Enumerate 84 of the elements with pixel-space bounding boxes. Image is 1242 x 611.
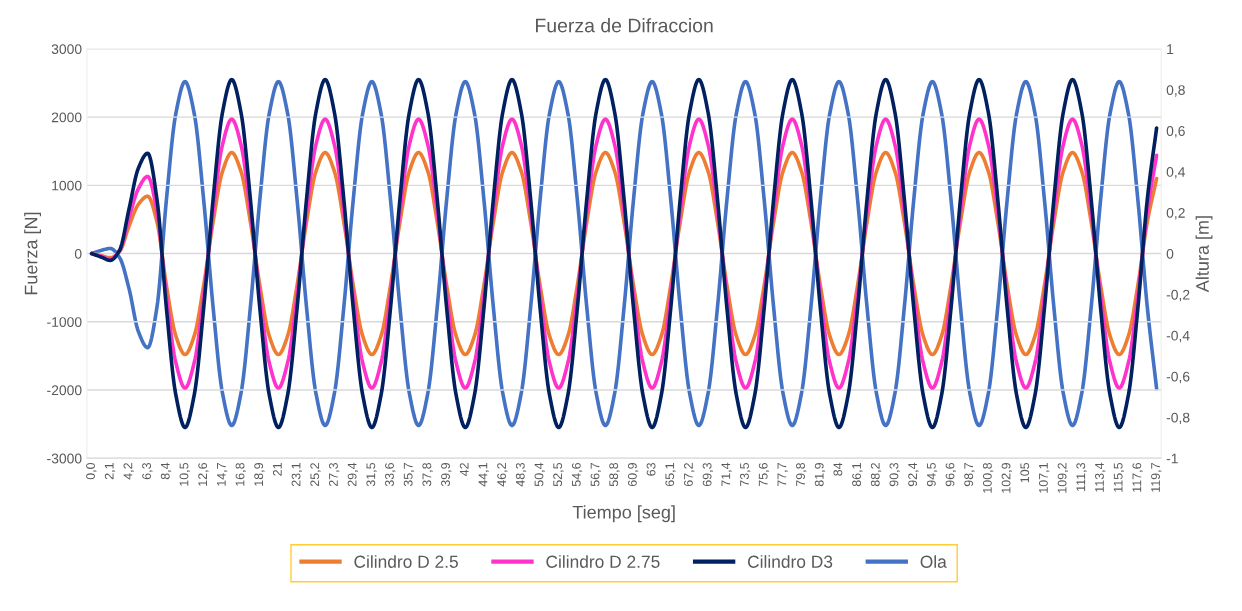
x-tick-label: 113,4 [1095, 462, 1106, 492]
x-tick-label: 90,3 [889, 462, 900, 487]
legend-label: Cilindro D 2.5 [354, 555, 458, 568]
x-tick-label: 44,1 [478, 463, 489, 487]
x-tick-label: 8,4 [160, 462, 172, 480]
x-tick-label: 67,2 [684, 463, 695, 487]
x-tick-label: 46,2 [497, 463, 508, 487]
x-tick-label: 105 [1020, 462, 1030, 483]
x-tick-label: 10,5 [179, 462, 190, 486]
legend-label: Cilindro D3 [747, 555, 833, 568]
chart-title: Fuerza de Difraccion [536, 18, 713, 33]
x-tick-label: 4,2 [123, 463, 134, 480]
y2-axis-title: Altura [m] [1195, 216, 1213, 293]
y2-tick-label: -1 [1166, 453, 1178, 464]
legend-label: Cilindro D 2.75 [546, 555, 660, 568]
x-tick-label: 109,2 [1057, 463, 1069, 493]
x-tick-label: 63 [646, 462, 656, 476]
x-tick-label: 86,1 [852, 463, 863, 487]
y-tick-label: 3000 [51, 44, 82, 55]
x-tick-label: 75,6 [758, 462, 770, 487]
y2-tick-label: -0,8 [1166, 412, 1190, 425]
y2-tick-label: -0,6 [1166, 371, 1190, 384]
legend-label: Ola [920, 555, 947, 568]
x-tick-label: 81,9 [814, 463, 826, 487]
x-tick-label: 107,1 [1039, 463, 1050, 493]
x-tick-label: 77,7 [777, 463, 788, 487]
y-tick-label: 2000 [51, 112, 82, 123]
x-tick-label: 2,1 [104, 463, 116, 480]
x-tick-label: 115,5 [1113, 462, 1125, 492]
x-tick-label: 18,9 [254, 463, 265, 486]
y2-tick-label: 0,6 [1166, 126, 1185, 138]
x-tick-label: 96,6 [945, 462, 956, 487]
x-tick-label: 56,7 [590, 463, 601, 487]
x-tick-label: 69,3 [702, 462, 714, 487]
x-tick-label: 48,3 [515, 462, 527, 487]
y-axis-title: Fuerza [N] [24, 212, 41, 295]
y2-tick-label: 0,8 [1166, 85, 1185, 97]
x-tick-label: 14,7 [217, 463, 228, 486]
x-tick-label: 52,5 [553, 462, 564, 487]
x-tick-label: 100,8 [982, 462, 994, 493]
x-axis-title: Tiempo [seg] [572, 505, 675, 523]
y-tick-label: -1000 [47, 317, 82, 327]
y2-tick-label: 0 [1166, 248, 1174, 259]
x-tick-label: 92,4 [908, 462, 919, 487]
x-tick-label: 73,5 [740, 462, 751, 487]
x-tick-label: 54,6 [571, 462, 583, 487]
x-tick-label: 27,3 [329, 462, 340, 487]
x-tick-label: 39,9 [441, 463, 452, 487]
x-tick-label: 6,3 [142, 462, 153, 480]
x-tick-label: 58,8 [609, 462, 620, 487]
x-tick-label: 35,7 [403, 463, 415, 487]
x-tick-label: 79,8 [796, 462, 807, 487]
x-tick-label: 33,6 [385, 462, 396, 487]
y2-tick-label: -0,2 [1166, 289, 1190, 302]
x-tick-label: 23,1 [291, 463, 302, 487]
x-tick-label: 88,2 [870, 463, 882, 487]
x-tick-label: 94,5 [926, 462, 938, 487]
x-tick-label: 29,4 [347, 462, 359, 487]
x-tick-label: 84 [833, 462, 843, 476]
x-tick-label: 117,6 [1132, 462, 1143, 492]
x-tick-label: 98,7 [964, 463, 975, 487]
x-tick-label: 119,7 [1151, 463, 1162, 492]
y2-tick-label: 0,2 [1166, 207, 1185, 220]
x-tick-label: 102,9 [1001, 463, 1012, 493]
x-tick-label: 60,9 [627, 463, 639, 487]
x-tick-label: 42 [459, 463, 469, 477]
y-tick-label: 0 [74, 248, 82, 259]
x-tick-label: 31,5 [366, 462, 377, 487]
y-tick-label: 1000 [52, 180, 82, 191]
x-tick-label: 0,0 [86, 462, 97, 480]
y2-tick-label: 0,4 [1166, 167, 1186, 179]
y-tick-label: -3000 [47, 453, 82, 464]
x-tick-label: 12,6 [198, 462, 209, 486]
x-tick-label: 71,4 [721, 462, 732, 487]
x-tick-label: 25,2 [310, 463, 321, 487]
x-tick-label: 16,8 [235, 462, 246, 486]
x-tick-label: 65,1 [665, 463, 676, 487]
y2-tick-label: 1 [1167, 44, 1174, 54]
y2-tick-label: -0,4 [1166, 330, 1190, 343]
x-tick-label: 111,3 [1076, 462, 1087, 491]
x-tick-label: 50,4 [534, 462, 545, 487]
x-tick-label: 21 [272, 463, 282, 476]
y-tick-label: -2000 [47, 385, 82, 396]
x-tick-label: 37,8 [422, 462, 433, 487]
